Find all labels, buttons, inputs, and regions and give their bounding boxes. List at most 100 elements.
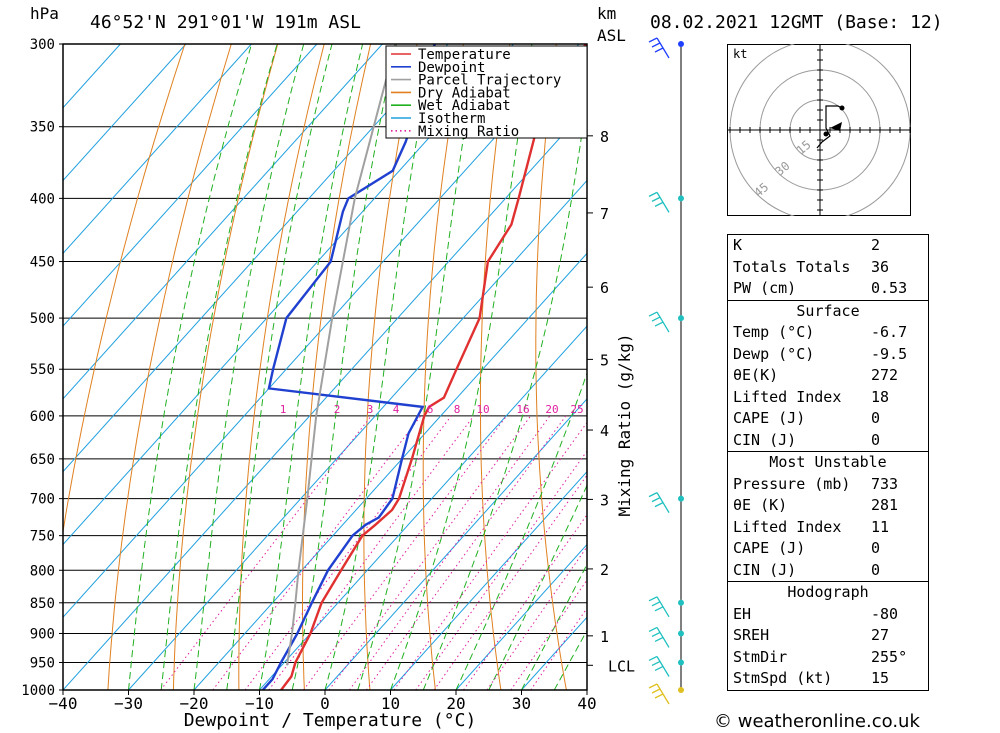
- wind-level-dot: [678, 41, 684, 47]
- isotherm-line: [128, 179, 587, 690]
- index-value: 733: [871, 474, 899, 493]
- index-label: StmDir: [733, 647, 788, 666]
- isotherm-line: [63, 44, 252, 255]
- index-label: Lifted Index: [733, 387, 842, 406]
- index-value: 0.53: [871, 279, 908, 297]
- wet-adiabat-line: [128, 44, 253, 690]
- wet-adiabat-line: [553, 629, 587, 690]
- index-row: Dewp (°C) -9.5: [728, 344, 928, 366]
- isotherm-line: [63, 107, 587, 690]
- wind-barb: [648, 655, 670, 677]
- wind-barb-flag: [651, 688, 661, 694]
- index-label: Temp (°C): [733, 323, 815, 341]
- mixing-ratio-line: [212, 415, 422, 690]
- index-value: 0: [871, 560, 881, 579]
- parcel-trajectory: [286, 44, 397, 666]
- wind-barb-flag: [651, 42, 661, 48]
- skewt-chart: 1 2 3 4 6 8 10 16 20 2530035040045050055060065070…: [21, 37, 720, 731]
- wind-level-dot: [678, 195, 684, 202]
- wind-barb: [648, 683, 670, 705]
- isotherm-line: [455, 543, 587, 690]
- x-tick-label: 10: [381, 694, 400, 713]
- index-value: 0: [871, 430, 881, 449]
- index-row: θE (K) 281: [728, 495, 928, 517]
- index-row: Totals Totals 36: [728, 257, 928, 279]
- isotherm-line: [63, 44, 318, 327]
- pressure-tick-label: 900: [30, 626, 55, 642]
- wet-adiabat-line: [455, 371, 587, 690]
- wind-barb-flag: [648, 655, 658, 662]
- dry-adiabat-line: [641, 44, 697, 690]
- wet-adiabat-line: [422, 96, 587, 690]
- km-tick-label: 4: [600, 422, 609, 440]
- legend-entry: Mixing Ratio: [418, 124, 519, 140]
- index-value: 272: [871, 366, 899, 384]
- index-value: -80: [871, 604, 899, 623]
- wind-barb-flag: [648, 626, 658, 633]
- isotherm-line: [259, 325, 587, 690]
- pressure-tick-label: 350: [30, 120, 55, 136]
- storm-motion-arrow: [830, 122, 842, 131]
- mixing-ratio-value-label: 10: [476, 403, 489, 416]
- index-row: Lifted Index 18: [728, 387, 928, 409]
- wet-adiabat-line: [193, 44, 305, 690]
- pressure-tick-label: 500: [30, 311, 55, 327]
- x-tick-label: −20: [180, 694, 209, 713]
- legend-entry: Dewpoint: [418, 60, 485, 76]
- hpa-axis-title: hPa: [30, 4, 59, 23]
- x-tick-label: −40: [49, 694, 78, 713]
- index-value: 18: [871, 387, 890, 406]
- wind-barb-flag: [651, 631, 661, 638]
- dry-adiabat-line: [363, 44, 418, 690]
- wind-barb: [648, 311, 670, 333]
- wind-barb-flag: [654, 665, 664, 672]
- run-datetime: 08.02.2021 12GMT (Base: 12): [650, 12, 943, 33]
- legend-box: [385, 45, 588, 139]
- hodograph-title: Hodograph: [728, 581, 928, 604]
- x-tick-label: −10: [245, 694, 274, 713]
- pressure-tick-label: 750: [30, 529, 55, 545]
- wet-adiabat-line: [291, 44, 397, 690]
- mixing-ratio-line: [303, 415, 507, 690]
- index-value: 36: [871, 257, 890, 276]
- index-row: θE(K) 272: [728, 365, 928, 387]
- wet-adiabat-line: [324, 44, 436, 690]
- mixing-ratio-line: [268, 415, 475, 690]
- wind-barb-flag: [648, 311, 658, 317]
- index-value: 27: [871, 626, 890, 644]
- storm-motion-dot: [823, 131, 829, 137]
- pressure-tick-label: 550: [30, 362, 55, 378]
- wet-adiabat-line: [226, 44, 333, 690]
- mixing-ratio-value-label: 1: [280, 403, 287, 416]
- wind-level-dot: [678, 599, 684, 606]
- mixing-ratio-line: [328, 415, 532, 690]
- mixing-ratio-line: [415, 450, 587, 690]
- pressure-tick-label: 650: [30, 452, 55, 468]
- mixing-ratio-line: [348, 415, 551, 690]
- index-value: -6.7: [871, 323, 908, 341]
- index-value: 2: [871, 236, 881, 254]
- isotherm-line: [63, 44, 449, 473]
- pressure-tick-label: 850: [30, 596, 55, 612]
- pressure-tick-label: 450: [30, 255, 55, 271]
- index-row: EH -80: [728, 604, 928, 626]
- mixing-ratio-line: [510, 579, 587, 690]
- index-label: Pressure (mb): [733, 474, 851, 493]
- surface-title: Surface: [728, 299, 928, 323]
- index-label: SREH: [733, 626, 770, 644]
- dry-adiabat-line: [172, 44, 279, 690]
- temperature-profile: [280, 44, 587, 690]
- wind-barb: [648, 191, 670, 213]
- wind-barb: [648, 596, 670, 618]
- legend-entry: Temperature: [418, 47, 511, 63]
- mixing-ratio-value-label: 6: [427, 403, 434, 416]
- wind-barb-flag: [654, 606, 664, 612]
- hodograph-end-dot: [839, 105, 845, 111]
- index-row: PW (cm) 0.53: [728, 278, 928, 300]
- index-label: CAPE (J): [733, 409, 806, 427]
- wet-adiabat-line: [259, 44, 364, 690]
- mixing-ratio-line: [393, 421, 587, 690]
- dry-adiabat-line: [692, 44, 720, 690]
